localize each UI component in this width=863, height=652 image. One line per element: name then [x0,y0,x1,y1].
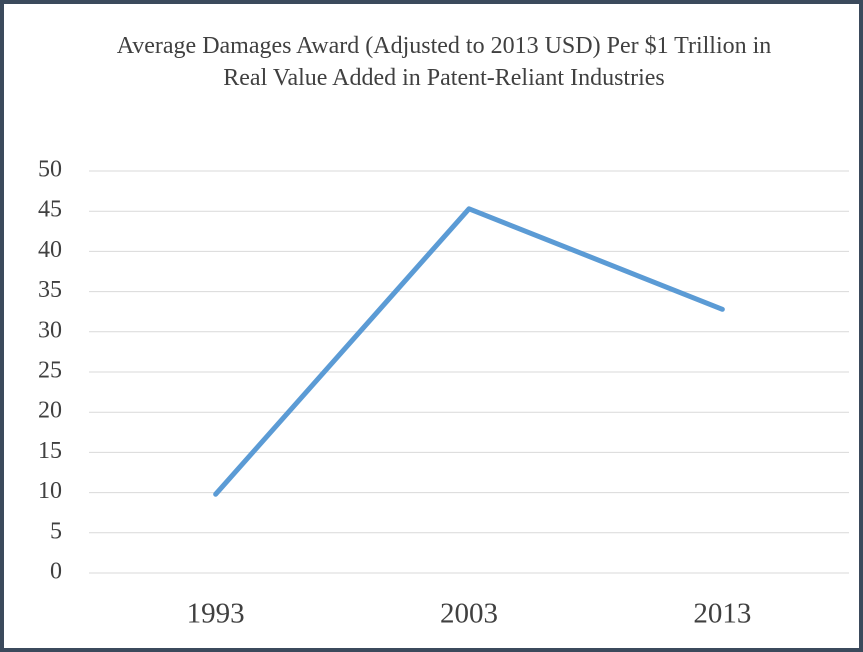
y-tick-label: 50 [38,157,62,183]
y-tick-label: 30 [38,317,62,343]
y-tick-label: 35 [38,277,62,303]
data-line [213,206,725,497]
chart-title: Average Damages Award (Adjusted to 2013 … [116,33,772,91]
y-tick-label: 15 [38,438,62,464]
y-tick-label: 0 [50,559,62,585]
chart: 0 5 10 15 20 25 30 35 40 45 50 1993 2003 2013 [38,157,849,630]
y-tick-label: 5 [50,518,62,544]
y-tick-label: 20 [38,398,62,424]
y-tick-label: 45 [38,197,62,223]
x-tick-label: 2003 [440,598,498,630]
y-tick-label: 40 [38,237,62,263]
x-tick-label: 2013 [693,598,751,630]
y-tick-label: 10 [38,478,62,504]
x-tick-label: 1993 [187,598,245,630]
y-tick-label: 25 [38,358,62,384]
